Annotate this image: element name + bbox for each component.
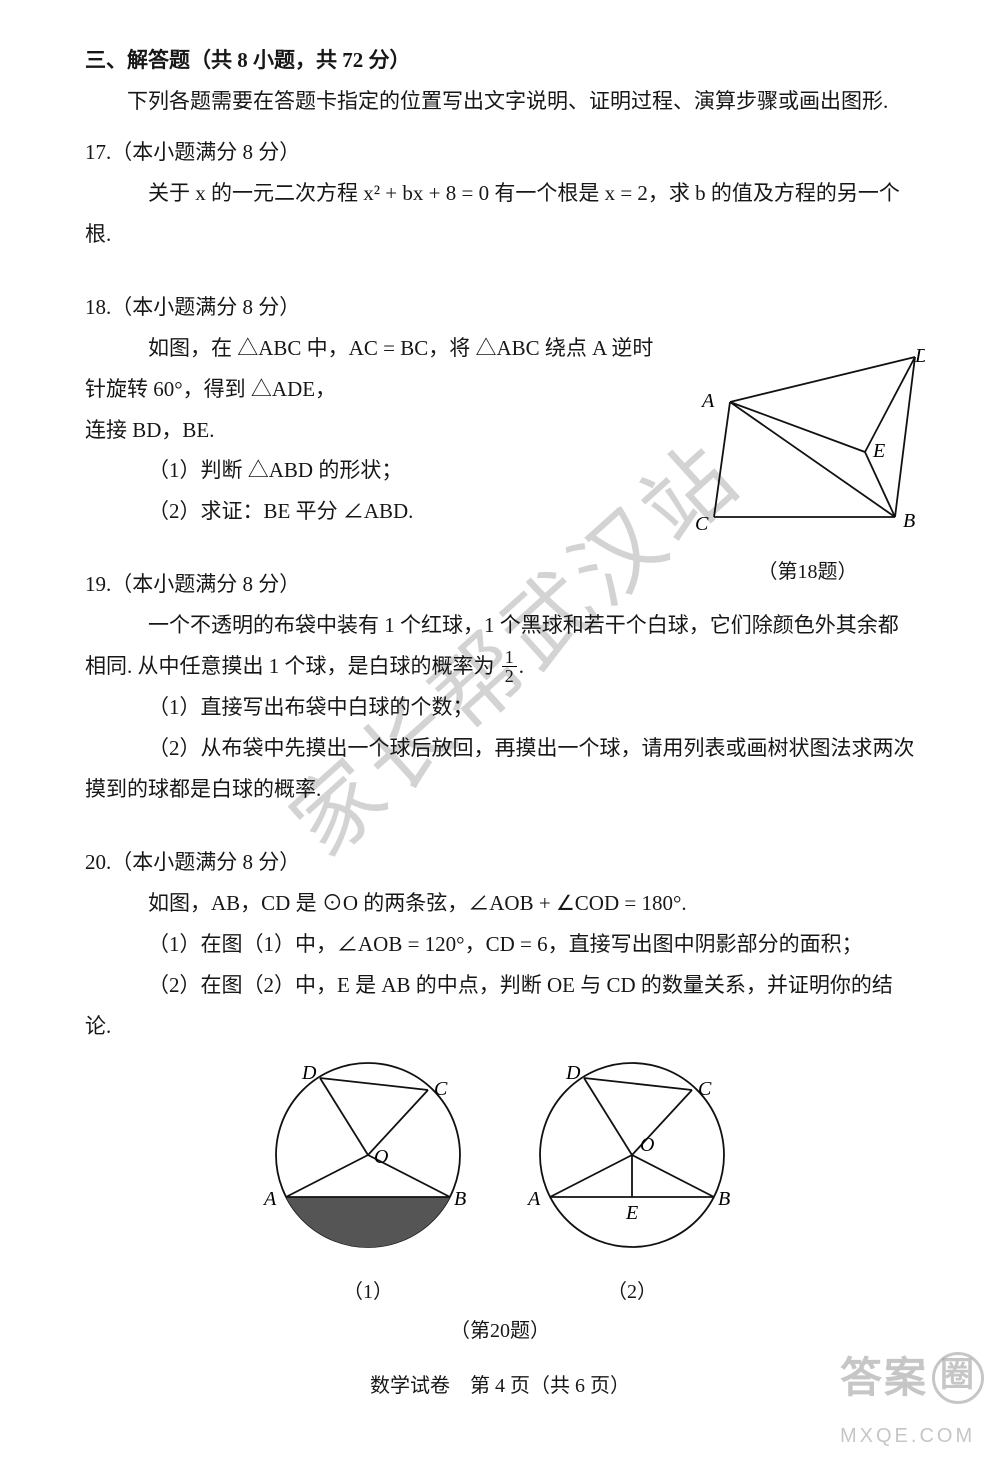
q20-part1: （1）在图（1）中，∠AOB = 120°，CD = 6，直接写出图中阴影部分的… xyxy=(85,924,915,965)
q18-figure: ABCDE （第18题） xyxy=(690,347,925,592)
q19-line2: 相同. 从中任意摸出 1 个球，是白球的概率为 1 2 . xyxy=(85,646,915,687)
br-wm-url: MXQE.COM xyxy=(840,1417,984,1456)
q18-head: 18.（本小题满分 8 分） xyxy=(85,287,665,328)
section-subtext: 下列各题需要在答题卡指定的位置写出文字说明、证明过程、演算步骤或画出图形. xyxy=(85,81,915,122)
q18-part2: （2）求证：BE 平分 ∠ABD. xyxy=(85,491,665,532)
svg-text:B: B xyxy=(454,1188,466,1210)
svg-text:D: D xyxy=(301,1062,317,1084)
svg-text:A: A xyxy=(262,1188,277,1210)
svg-text:A: A xyxy=(526,1188,541,1210)
svg-text:E: E xyxy=(625,1202,638,1224)
q20-figures: A B C D O （1） A B C D O E （2） xyxy=(85,1055,915,1312)
svg-text:D: D xyxy=(565,1062,581,1084)
q20-figure-2: A B C D O E （2） xyxy=(522,1055,742,1312)
q19-part1: （1）直接写出布袋中白球的个数； xyxy=(85,687,915,728)
q20-part2: （2）在图（2）中，E 是 AB 的中点，判断 OE 与 CD 的数量关系，并证… xyxy=(85,965,915,1047)
q20-sub2: （2） xyxy=(522,1273,742,1312)
q19-line1: 一个不透明的布袋中装有 1 个红球，1 个黑球和若干个白球，它们除颜色外其余都 xyxy=(85,605,915,646)
q20-overall-caption: （第20题） xyxy=(85,1312,915,1351)
svg-text:O: O xyxy=(640,1134,654,1156)
q19-part2b: 摸到的球都是白球的概率. xyxy=(85,769,915,810)
fraction-icon: 1 2 xyxy=(502,648,517,685)
svg-text:O: O xyxy=(374,1146,388,1168)
q19-line2-a: 相同. 从中任意摸出 1 个球，是白球的概率为 xyxy=(85,654,495,678)
q20-line1: 如图，AB，CD 是 ⊙O 的两条弦，∠AOB + ∠COD = 180°. xyxy=(85,883,915,924)
svg-text:C: C xyxy=(434,1078,448,1100)
frac-num: 1 xyxy=(502,648,517,667)
svg-text:B: B xyxy=(718,1188,730,1210)
svg-text:D: D xyxy=(914,347,925,367)
q18-line2: 连接 BD，BE. xyxy=(85,410,665,451)
question-18: 18.（本小题满分 8 分） 如图，在 △ABC 中，AC = BC，将 △AB… xyxy=(85,287,915,533)
svg-text:E: E xyxy=(872,440,885,462)
q19-line2-b: . xyxy=(519,654,524,678)
question-17: 17.（本小题满分 8 分） 关于 x 的一元二次方程 x² + bx + 8 … xyxy=(85,132,915,255)
q19-part2: （2）从布袋中先摸出一个球后放回，再摸出一个球，请用列表或画树状图法求两次 xyxy=(85,728,915,769)
q17-head: 17.（本小题满分 8 分） xyxy=(85,132,915,173)
section-heading: 三、解答题（共 8 小题，共 72 分） xyxy=(85,40,915,81)
q18-line1: 如图，在 △ABC 中，AC = BC，将 △ABC 绕点 A 逆时针旋转 60… xyxy=(85,328,665,410)
svg-text:B: B xyxy=(903,510,915,532)
br-wm-circle-icon: 圈 xyxy=(932,1352,984,1404)
svg-text:A: A xyxy=(700,390,715,412)
question-19: 19.（本小题满分 8 分） 一个不透明的布袋中装有 1 个红球，1 个黑球和若… xyxy=(85,564,915,810)
q20-head: 20.（本小题满分 8 分） xyxy=(85,842,915,883)
page-footer: 数学试卷 第 4 页（共 6 页） xyxy=(85,1367,915,1406)
q20-sub1: （1） xyxy=(258,1273,478,1312)
q20-figure-1: A B C D O （1） xyxy=(258,1055,478,1312)
q17-body: 关于 x 的一元二次方程 x² + bx + 8 = 0 有一个根是 x = 2… xyxy=(85,173,915,255)
frac-den: 2 xyxy=(502,667,517,685)
q18-part1: （1）判断 △ABD 的形状； xyxy=(85,450,665,491)
svg-text:C: C xyxy=(695,513,709,535)
svg-text:C: C xyxy=(698,1078,712,1100)
question-20: 20.（本小题满分 8 分） 如图，AB，CD 是 ⊙O 的两条弦，∠AOB +… xyxy=(85,842,915,1351)
q19-head: 19.（本小题满分 8 分） xyxy=(85,564,915,605)
